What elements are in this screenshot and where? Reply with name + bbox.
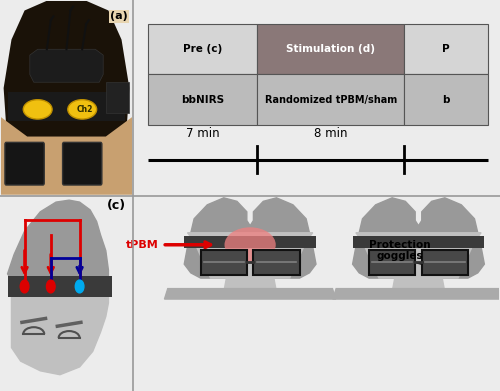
Polygon shape — [4, 1, 130, 146]
Circle shape — [20, 280, 29, 293]
Text: Randomized tPBM/sham: Randomized tPBM/sham — [264, 95, 397, 105]
Bar — [200, 250, 247, 274]
Text: Ch2: Ch2 — [76, 105, 93, 114]
Text: b: b — [442, 95, 450, 105]
Bar — [404, 24, 488, 74]
Text: Stimulation (d): Stimulation (d) — [286, 44, 375, 54]
Polygon shape — [188, 233, 312, 278]
Bar — [8, 276, 113, 297]
Bar — [258, 24, 404, 74]
FancyBboxPatch shape — [5, 142, 44, 185]
Circle shape — [46, 280, 55, 293]
Polygon shape — [12, 283, 108, 375]
Bar — [184, 236, 316, 248]
Text: Pre (c): Pre (c) — [183, 44, 222, 54]
Text: 8 min: 8 min — [314, 127, 348, 140]
Ellipse shape — [24, 100, 52, 119]
FancyBboxPatch shape — [62, 142, 102, 185]
Bar — [369, 250, 415, 274]
Bar — [352, 236, 484, 248]
Ellipse shape — [224, 227, 276, 262]
Polygon shape — [224, 274, 276, 292]
Polygon shape — [356, 233, 481, 278]
Bar — [258, 74, 404, 125]
Circle shape — [76, 280, 84, 293]
Text: Protection
goggles: Protection goggles — [370, 240, 431, 262]
Text: (a): (a) — [110, 11, 128, 21]
Text: bbNIRS: bbNIRS — [181, 95, 224, 105]
Polygon shape — [184, 198, 316, 278]
Bar — [404, 74, 488, 125]
Bar — [148, 24, 258, 74]
Bar — [254, 250, 300, 274]
Bar — [8, 92, 126, 121]
Polygon shape — [1, 117, 132, 195]
Ellipse shape — [68, 100, 96, 119]
Text: (c): (c) — [106, 199, 126, 212]
Polygon shape — [30, 49, 103, 82]
Polygon shape — [164, 289, 336, 299]
Polygon shape — [352, 198, 484, 278]
Text: P: P — [442, 44, 450, 54]
Bar — [422, 250, 468, 274]
Polygon shape — [106, 82, 130, 113]
Polygon shape — [8, 200, 108, 305]
Bar — [148, 74, 258, 125]
Text: 7 min: 7 min — [186, 127, 220, 140]
Text: tPBM: tPBM — [126, 240, 158, 250]
Polygon shape — [392, 274, 445, 292]
Polygon shape — [333, 289, 500, 299]
